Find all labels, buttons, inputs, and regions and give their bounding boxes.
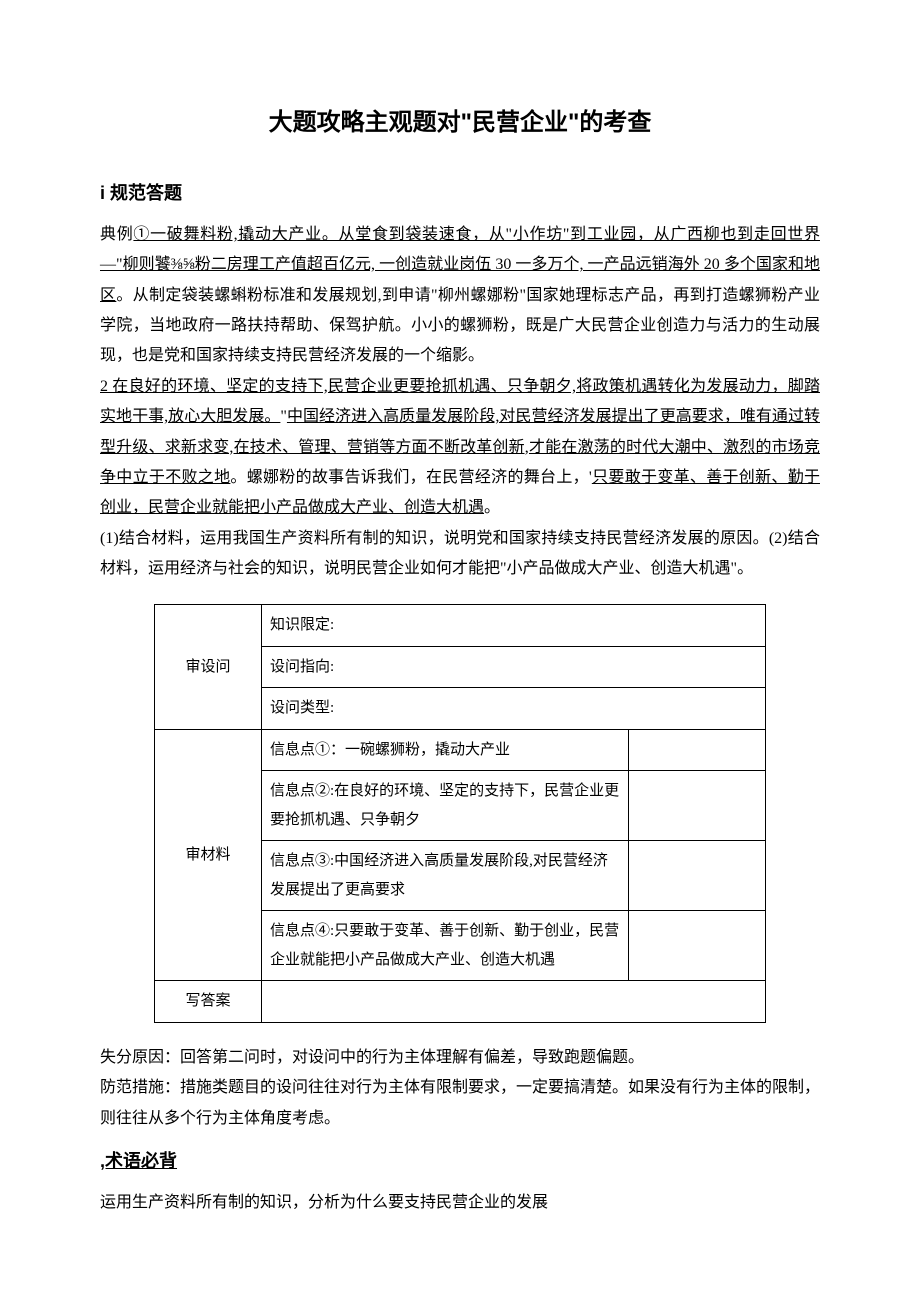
paragraph-2: 2 在良好的环境、坚定的支持下,民营企业更要抢抓机遇、只争朝夕,将政策机遇转化为… [100, 372, 820, 524]
page-title: 大题攻略主观题对"民营企业"的考查 [100, 100, 820, 146]
p1-rest: 。从制定袋装螺蝌粉标准和发展规划,到申请"柳州螺娜粉"国家她理标志产品，再到打造… [100, 287, 820, 365]
cell-rowhead-2: 审材料 [155, 729, 262, 981]
cell-r1b: 设问指向: [262, 646, 766, 688]
p2-end: 。 [484, 499, 500, 516]
paragraph-1: 典例①一破舞料粉,撬动大产业。从堂食到袋装速食，从"小作坊"到工业园，从广西柳也… [100, 220, 820, 372]
analysis-table: 审设问 知识限定: 设问指向: 设问类型: 审材料 信息点①：一碗螺狮粉，撬动大… [154, 604, 766, 1023]
cell-r2b: 信息点②:在良好的环境、坚定的支持下，民营企业更要抢抓机遇、只争朝夕 [262, 771, 629, 841]
prevention: 防范措施：措施类题目的设问往往对行为主体有限制要求，一定要搞清楚。如果没有行为主… [100, 1073, 820, 1134]
p1-prefix: 典例 [100, 226, 133, 243]
p2-mid2: 。螺娜粉的故事告诉我们，在民营经济的舞台上，' [230, 469, 591, 486]
table-row: 写答案 [155, 981, 766, 1023]
cell-r2c-blank [629, 841, 766, 911]
section-heading-2: ,术语必背 [100, 1144, 820, 1178]
cell-r1c: 设问类型: [262, 688, 766, 730]
section-heading-1: i 规范答题 [100, 176, 820, 210]
cell-rowhead-1: 审设问 [155, 605, 262, 730]
questions: (1)结合材料，运用我国生产资料所有制的知识，说明党和国家持续支持民营经济发展的… [100, 524, 820, 585]
cell-r2d: 信息点④:只要敢于变革、善于创新、勤于创业，民营企业就能把小产品做成大产业、创造… [262, 911, 629, 981]
cell-r2b-blank [629, 771, 766, 841]
cell-r2c: 信息点③:中国经济进入高质量发展阶段,对民营经济发展提出了更高要求 [262, 841, 629, 911]
terms-p1: 运用生产资料所有制的知识，分析为什么要支持民营企业的发展 [100, 1188, 820, 1218]
cell-r2a: 信息点①：一碗螺狮粉，撬动大产业 [262, 729, 629, 771]
cell-r2a-blank [629, 729, 766, 771]
cell-r2d-blank [629, 911, 766, 981]
cell-r1a: 知识限定: [262, 605, 766, 647]
cell-rowhead-3: 写答案 [155, 981, 262, 1023]
cell-r3-blank [262, 981, 766, 1023]
loss-reason: 失分原因：回答第二问时，对设问中的行为主体理解有偏差，导致跑题偏题。 [100, 1043, 820, 1073]
table-row: 审设问 知识限定: [155, 605, 766, 647]
table-row: 审材料 信息点①：一碗螺狮粉，撬动大产业 [155, 729, 766, 771]
